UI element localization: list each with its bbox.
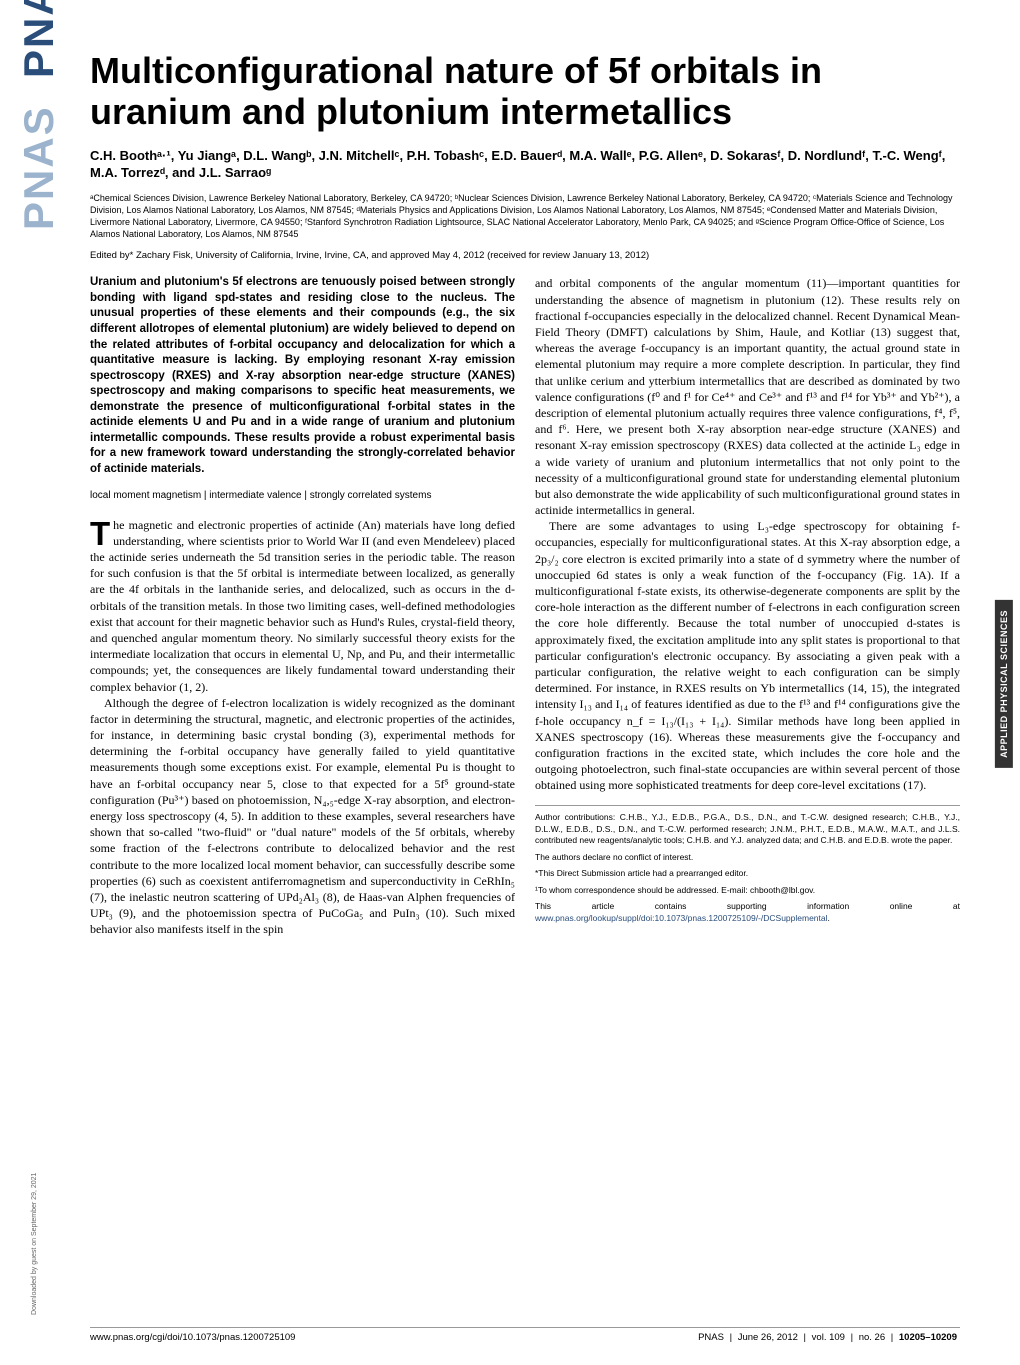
body-para-2: Although the degree of f-electron locali… — [90, 695, 515, 938]
footer-citation: PNAS | June 26, 2012 | vol. 109 | no. 26… — [695, 1332, 960, 1343]
abstract: Uranium and plutonium's 5f electrons are… — [90, 275, 515, 477]
body-p1-text: he magnetic and electronic properties of… — [90, 518, 515, 694]
keywords: local moment magnetism | intermediate va… — [90, 489, 515, 503]
body-para-1: The magnetic and electronic properties o… — [90, 517, 515, 695]
footnote-si-post: . — [828, 913, 830, 923]
affiliations: ᵃChemical Sciences Division, Lawrence Be… — [90, 192, 960, 241]
footer-vol: vol. 109 — [812, 1332, 845, 1343]
footnote-correspondence: ¹To whom correspondence should be addres… — [535, 885, 960, 896]
footnote-supporting-info: This article contains supporting informa… — [535, 901, 960, 924]
footer-doi: www.pnas.org/cgi/doi/10.1073/pnas.120072… — [90, 1332, 295, 1343]
right-column: and orbital components of the angular mo… — [535, 275, 960, 937]
page-content: Multiconfigurational nature of 5f orbita… — [0, 0, 1020, 968]
authors-line: C.H. Boothᵃ·¹, Yu Jiangᵃ, D.L. Wangᵇ, J.… — [90, 147, 960, 182]
footnote-conflict: The authors declare no conflict of inter… — [535, 852, 960, 863]
supporting-info-link[interactable]: www.pnas.org/lookup/suppl/doi:10.1073/pn… — [535, 913, 828, 923]
edited-by: Edited by* Zachary Fisk, University of C… — [90, 250, 960, 261]
footer-journal: PNAS — [698, 1332, 724, 1343]
body-para-3: and orbital components of the angular mo… — [535, 275, 960, 518]
footnote-direct-submission: *This Direct Submission article had a pr… — [535, 868, 960, 879]
two-column-layout: Uranium and plutonium's 5f electrons are… — [90, 275, 960, 937]
footer-no: no. 26 — [859, 1332, 885, 1343]
page-footer: www.pnas.org/cgi/doi/10.1073/pnas.120072… — [90, 1327, 960, 1343]
dropcap: T — [90, 517, 113, 548]
left-column: Uranium and plutonium's 5f electrons are… — [90, 275, 515, 937]
body-para-4: There are some advantages to using L₃-ed… — [535, 518, 960, 793]
footer-pages: 10205–10209 — [899, 1332, 957, 1343]
download-note: Downloaded by guest on September 29, 202… — [31, 1173, 38, 1315]
footnote-si-pre: This article contains supporting informa… — [535, 901, 960, 911]
footnote-author-contrib: Author contributions: C.H.B., Y.J., E.D.… — [535, 812, 960, 846]
article-title: Multiconfigurational nature of 5f orbita… — [90, 50, 960, 133]
footer-date: June 26, 2012 — [738, 1332, 798, 1343]
footnotes: Author contributions: C.H.B., Y.J., E.D.… — [535, 805, 960, 924]
